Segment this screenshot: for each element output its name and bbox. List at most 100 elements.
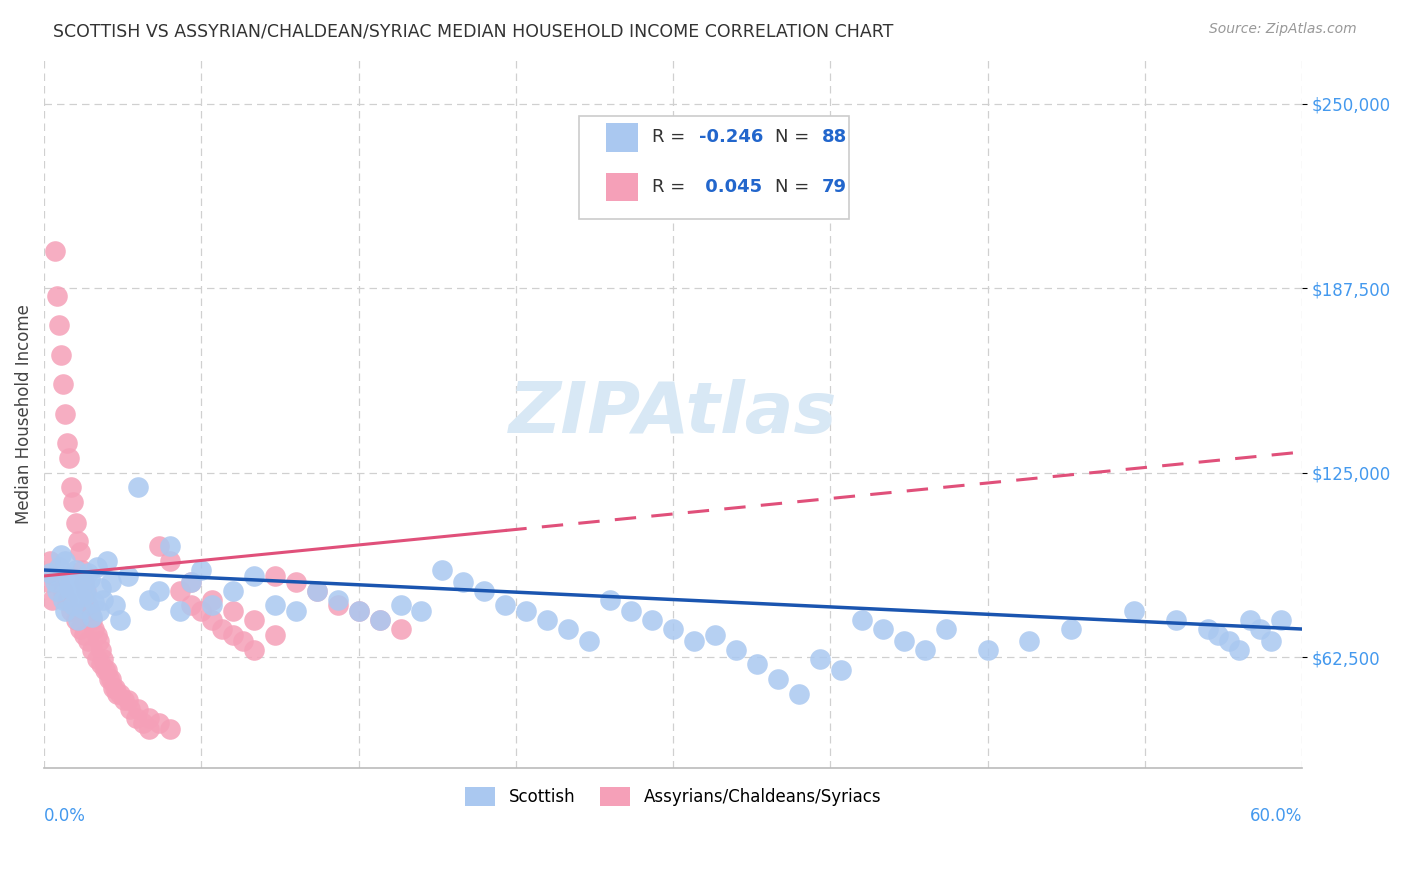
Point (148, 540, 170, 554)
Point (368, 613, 391, 627)
Point (201, 592, 224, 607)
Point (66, 613, 89, 627)
Point (79, 604, 101, 618)
Point (263, 569, 285, 583)
Point (138, 710, 160, 724)
Point (69, 622, 91, 636)
Point (53, 407, 76, 421)
Point (48, 318, 70, 333)
Point (112, 693, 135, 707)
Point (100, 672, 122, 686)
Point (70, 563, 93, 577)
Point (87, 604, 110, 618)
Text: -0.246: -0.246 (700, 128, 763, 146)
Point (326, 592, 349, 607)
Point (37, 574, 59, 589)
Point (201, 599, 224, 613)
Point (232, 633, 254, 648)
Point (82, 610, 104, 624)
Point (724, 642, 747, 657)
Point (1260, 633, 1282, 648)
Point (53, 604, 76, 618)
Point (48, 574, 70, 589)
Point (96, 554, 118, 568)
Point (82, 642, 104, 657)
Point (808, 651, 831, 665)
Point (1123, 604, 1146, 618)
Point (557, 622, 579, 636)
Point (830, 664, 852, 678)
Point (73, 574, 96, 589)
Point (872, 622, 894, 636)
FancyBboxPatch shape (579, 116, 849, 219)
Point (49, 549, 72, 563)
Point (305, 583, 328, 598)
Point (75, 587, 97, 601)
Point (65, 613, 87, 627)
Text: ZIPAtlas: ZIPAtlas (509, 379, 838, 448)
Point (169, 604, 191, 618)
Point (411, 604, 433, 618)
Point (127, 480, 149, 494)
Point (69, 545, 91, 559)
Point (39, 554, 62, 568)
Point (56, 592, 79, 607)
Point (169, 583, 191, 598)
Point (148, 716, 170, 731)
Point (107, 687, 129, 701)
Point (1197, 622, 1219, 636)
Point (52, 583, 75, 598)
Point (222, 628, 245, 642)
Point (52, 592, 75, 607)
Point (41, 592, 63, 607)
Point (94, 664, 117, 678)
Point (914, 642, 936, 657)
Point (935, 622, 957, 636)
Point (91, 651, 114, 665)
Legend: Scottish, Assyrians/Chaldeans/Syriacs: Scottish, Assyrians/Chaldeans/Syriacs (458, 780, 887, 813)
Point (86, 628, 108, 642)
Point (45, 583, 67, 598)
Point (117, 569, 139, 583)
Point (69, 590, 91, 604)
Point (683, 633, 706, 648)
Point (190, 563, 212, 577)
Point (222, 604, 245, 618)
Point (305, 583, 328, 598)
Point (44, 569, 66, 583)
Text: R =: R = (652, 178, 690, 196)
Point (90, 642, 112, 657)
Point (73, 628, 96, 642)
Point (389, 599, 412, 613)
Point (494, 599, 516, 613)
Point (52, 377, 75, 392)
Point (77, 599, 100, 613)
Point (1218, 633, 1240, 648)
Point (347, 604, 370, 618)
Point (60, 574, 83, 589)
Point (58, 450, 80, 465)
Point (1270, 613, 1292, 627)
Text: N =: N = (775, 128, 815, 146)
Point (599, 592, 621, 607)
Point (100, 574, 122, 589)
Point (58, 581, 80, 595)
Point (44, 244, 66, 259)
Point (62, 495, 84, 509)
Point (201, 613, 224, 627)
Point (893, 633, 915, 648)
Text: 88: 88 (821, 128, 846, 146)
Point (79, 572, 101, 586)
Point (125, 710, 148, 724)
Point (180, 574, 202, 589)
Point (180, 599, 202, 613)
Point (56, 569, 79, 583)
Point (86, 651, 108, 665)
Point (103, 681, 125, 695)
Point (39, 566, 62, 580)
Point (77, 566, 100, 580)
Point (368, 613, 391, 627)
Point (60, 480, 83, 494)
Point (180, 574, 202, 589)
Point (48, 560, 70, 574)
